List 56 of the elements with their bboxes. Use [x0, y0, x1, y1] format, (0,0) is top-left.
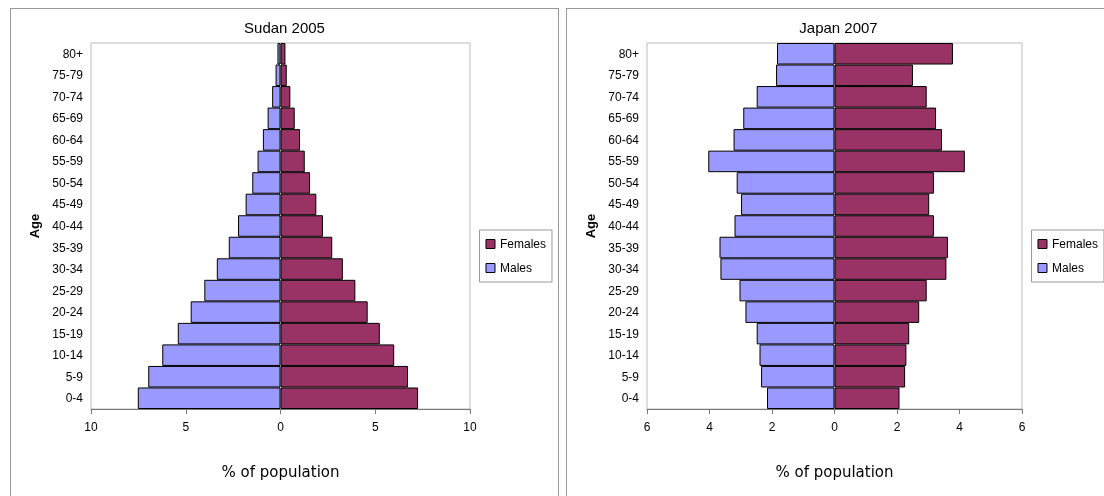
x-tick-label: 6: [1018, 420, 1026, 434]
y-tick-label: 5-9: [65, 369, 84, 384]
legend-label: Females: [499, 237, 546, 251]
x-axis-title: % of population: [775, 462, 894, 481]
y-tick-label: 10-14: [608, 348, 640, 363]
y-tick-label: 20-24: [52, 305, 84, 320]
y-tick-label: 0-4: [65, 391, 84, 406]
y-tick-label: 80+: [62, 46, 83, 61]
chart-title: Sudan 2005: [244, 19, 325, 36]
x-axis-title: % of population: [221, 462, 340, 481]
y-tick-label: 55-59: [52, 154, 84, 169]
y-tick-label: 65-69: [608, 111, 640, 126]
y-tick-label: 75-79: [52, 68, 84, 83]
x-tick-label: 5: [182, 420, 190, 434]
x-tick-label: 6: [643, 420, 651, 434]
x-tick-label: 10: [463, 420, 477, 434]
y-tick-label: 70-74: [52, 89, 84, 104]
y-tick-label: 40-44: [52, 219, 84, 233]
y-tick-label: 20-24: [608, 305, 640, 320]
y-tick-label: 35-39: [52, 240, 84, 255]
y-tick-label: 5-9: [621, 369, 640, 384]
y-tick-label: 10-14: [52, 348, 84, 363]
y-tick-label: 30-34: [52, 262, 84, 277]
y-tick-label: 25-29: [52, 283, 84, 298]
y-tick-label: 0-4: [621, 391, 640, 406]
y-tick-label: 65-69: [52, 111, 84, 126]
y-tick-label: 60-64: [52, 132, 84, 147]
legend-label: Females: [1051, 237, 1098, 251]
x-tick-label: 4: [706, 420, 714, 434]
y-tick-label: 45-49: [52, 197, 84, 212]
y-tick-label: 25-29: [608, 283, 640, 298]
y-tick-label: 15-19: [52, 326, 84, 341]
y-tick-label: 45-49: [608, 197, 640, 212]
y-tick-label: 60-64: [608, 132, 640, 147]
chart-title: Japan 2007: [799, 19, 878, 36]
x-tick-label: 10: [84, 420, 98, 434]
x-tick-label: 5: [371, 420, 379, 434]
y-tick-label: 40-44: [608, 219, 640, 233]
y-tick-label: 80+: [618, 46, 639, 61]
x-tick-label: 0: [277, 420, 285, 434]
y-tick-label: 50-54: [52, 175, 84, 190]
y-tick-label: 15-19: [608, 326, 640, 341]
y-tick-label: 30-34: [608, 262, 640, 277]
legend-label: Males: [1051, 261, 1084, 275]
y-axis-title: Age: [27, 213, 43, 239]
y-tick-label: 75-79: [608, 68, 640, 83]
y-axis-title: Age: [583, 213, 599, 239]
y-tick-label: 55-59: [608, 154, 640, 169]
y-tick-label: 35-39: [608, 240, 640, 255]
legend-label: Males: [499, 261, 532, 275]
y-tick-label: 70-74: [608, 89, 640, 104]
x-tick-label: 2: [768, 420, 776, 434]
x-tick-label: 0: [831, 420, 839, 434]
x-tick-label: 4: [956, 420, 964, 434]
y-tick-label: 50-54: [608, 175, 640, 190]
x-tick-label: 2: [893, 420, 901, 434]
